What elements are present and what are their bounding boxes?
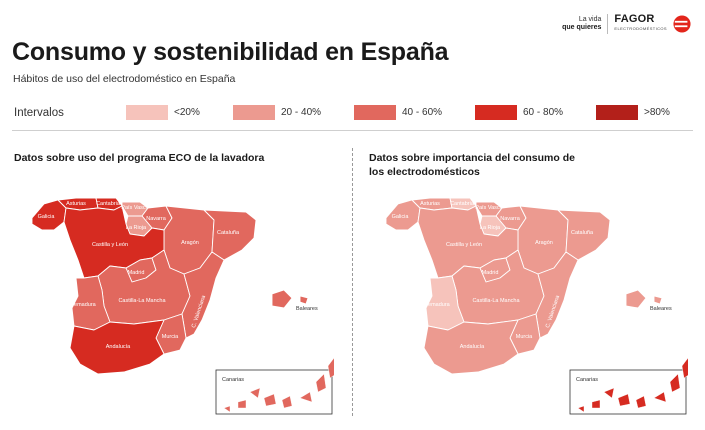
region-andalucia	[423, 319, 519, 375]
legend-swatch	[475, 105, 517, 120]
legend-item: >80%	[596, 105, 670, 120]
region-c-valenciana	[535, 251, 579, 339]
region-canarias-island	[669, 373, 681, 393]
region-label-cantabria: Cantabria	[96, 201, 121, 207]
brand-wordmark: FAGOR ELECTRODOMÉSTICOS	[614, 14, 667, 34]
region-label-madrid: Madrid	[128, 270, 145, 276]
legend-item-label: 20 - 40%	[281, 107, 322, 118]
tagline-line1: La vida	[578, 16, 602, 23]
legend-item-label: 60 - 80%	[523, 107, 564, 118]
region-canarias-island	[577, 405, 585, 413]
region-label-castilla-leon: Castilla y León	[446, 242, 482, 248]
legend-swatch	[596, 105, 638, 120]
region-label-murcia: Murcia	[162, 334, 179, 340]
legend-item-label: 40 - 60%	[402, 107, 443, 118]
legend-item-label: >80%	[644, 107, 670, 118]
region-canarias-island	[263, 393, 277, 407]
region-label-andalucia: Andalucía	[106, 344, 131, 350]
legend-label: Intervalos	[14, 107, 64, 119]
region-label-asturias: Asturias	[420, 201, 440, 207]
map-panel-consumo: Galicia Asturias Cantabria País Vasco Navarr…	[368, 178, 688, 418]
region-label-galicia: Galicia	[392, 214, 410, 220]
region-label-pais-vasco: País Vasco	[121, 205, 148, 211]
legend: <20% 20 - 40% 40 - 60% 60 - 80% >80%	[0, 105, 705, 125]
panel-title-consumo: Datos sobre importancia del consumo de l…	[369, 151, 689, 179]
brand-logo-icon	[673, 15, 691, 33]
region-label-murcia: Murcia	[516, 334, 533, 340]
legend-swatch	[354, 105, 396, 120]
panel-title-line2: los electrodomésticos	[369, 166, 480, 178]
region-label-pais-vasco: País Vasco	[475, 205, 502, 211]
region-canarias-island	[237, 399, 247, 409]
region-canarias-island	[653, 391, 667, 403]
region-label-baleares: Baleares	[650, 306, 672, 312]
panel-divider	[352, 148, 353, 416]
region-baleares	[271, 289, 309, 309]
legend-item: <20%	[126, 105, 200, 120]
brand-header: La vida que quieres FAGOR ELECTRODOMÉSTI…	[562, 14, 691, 34]
region-label-navarra: Navarra	[500, 216, 521, 222]
legend-swatch	[233, 105, 275, 120]
region-canarias-island	[281, 395, 293, 409]
region-cataluna	[557, 209, 611, 261]
panel-title-line1: Datos sobre uso del programa ECO de la l…	[14, 152, 265, 164]
region-canarias-island	[223, 405, 231, 413]
panel-title-eco: Datos sobre uso del programa ECO de la l…	[14, 151, 334, 165]
legend-divider	[12, 130, 693, 131]
brand-tagline: La vida que quieres	[562, 16, 601, 32]
legend-item-label: <20%	[174, 107, 200, 118]
canarias-inset	[569, 369, 687, 415]
region-label-aragon: Aragón	[535, 240, 553, 246]
region-label-la-rioja: La Rioja	[480, 225, 501, 231]
region-label-la-rioja: La Rioja	[126, 225, 147, 231]
panel-title-line1: Datos sobre importancia del consumo de	[369, 152, 575, 164]
brand-name: FAGOR	[614, 13, 655, 25]
canarias-inset	[215, 369, 333, 415]
region-label-canarias: Canarias	[576, 377, 598, 383]
map-panel-eco: Galicia Asturias Cantabria País Vasco Navarr…	[14, 178, 334, 418]
region-canarias-island	[327, 357, 334, 379]
region-c-valenciana	[181, 251, 225, 339]
region-label-asturias: Asturias	[66, 201, 86, 207]
legend-item: 20 - 40%	[233, 105, 321, 120]
region-label-extremadura: Extremadura	[418, 302, 450, 308]
legend-item: 40 - 60%	[354, 105, 442, 120]
region-label-cataluna: Cataluña	[217, 230, 240, 236]
page-title: Consumo y sostenibilidad en España	[12, 38, 449, 66]
region-label-navarra: Navarra	[146, 216, 167, 222]
region-label-madrid: Madrid	[482, 270, 499, 276]
region-canarias-island	[249, 387, 261, 399]
region-andalucia	[69, 319, 165, 375]
tagline-line2: que quieres	[562, 24, 602, 31]
region-label-galicia: Galicia	[38, 214, 56, 220]
region-canarias-island	[603, 387, 615, 399]
region-canarias-island	[617, 393, 631, 407]
brand-separator	[607, 14, 609, 34]
region-canarias-island	[299, 391, 313, 403]
region-cataluna	[203, 209, 257, 261]
legend-item: 60 - 80%	[475, 105, 563, 120]
region-canarias-island	[591, 399, 601, 409]
page-subtitle: Hábitos de uso del electrodoméstico en E…	[13, 73, 236, 85]
region-canarias-island	[315, 373, 327, 393]
region-canarias-island	[681, 357, 688, 379]
region-label-cantabria: Cantabria	[450, 201, 475, 207]
region-label-canarias: Canarias	[222, 377, 244, 383]
region-baleares	[625, 289, 663, 309]
region-label-cataluna: Cataluña	[571, 230, 594, 236]
region-label-castilla-leon: Castilla y León	[92, 242, 128, 248]
region-label-andalucia: Andalucía	[460, 344, 485, 350]
region-label-aragon: Aragón	[181, 240, 199, 246]
legend-swatch	[126, 105, 168, 120]
brand-subname: ELECTRODOMÉSTICOS	[614, 26, 667, 31]
region-label-castilla-la-mancha: Castilla-La Mancha	[472, 298, 520, 304]
region-label-castilla-la-mancha: Castilla-La Mancha	[118, 298, 166, 304]
region-label-baleares: Baleares	[296, 306, 318, 312]
region-canarias-island	[635, 395, 647, 409]
region-label-extremadura: Extremadura	[64, 302, 96, 308]
